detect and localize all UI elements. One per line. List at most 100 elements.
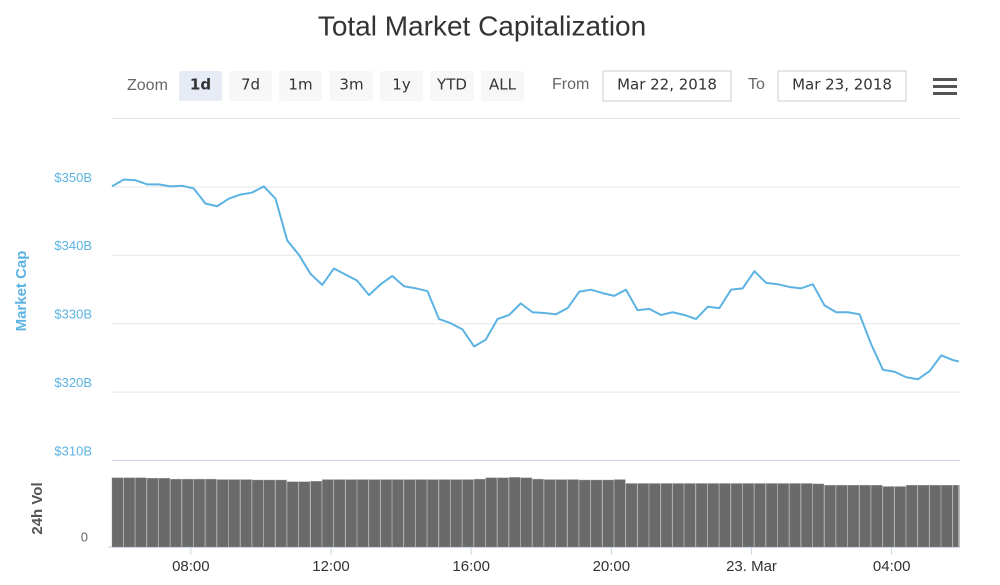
volume-bar [882,486,895,548]
volume-bar [579,479,591,548]
market-cap-line [111,178,960,381]
volume-bar [228,479,241,548]
volume-bar [438,479,451,548]
volume-bar [742,483,755,548]
volume-bar [193,478,206,548]
x-tick-label: 23. Mar [726,558,777,575]
volume-bar [263,479,276,548]
volume-bar [660,483,673,548]
volume-bar [917,485,930,548]
volume-bar [567,479,579,548]
volume-bar [135,477,147,548]
x-tick-label: 20:00 [593,558,631,575]
to-date[interactable]: Mar 23, 2018 [792,76,892,94]
chart-title: Total Market Capitalization [318,10,646,41]
volume-bar [894,486,906,548]
to-label: To [748,76,765,93]
volume-bar [602,479,614,548]
zoom-button[interactable] [229,71,272,101]
volume-bar [357,479,369,548]
y-tick-label: $330B [54,307,92,322]
volume-bar [205,478,217,548]
menu-bar [933,78,957,81]
volume-bar [287,481,299,548]
zoom-button-label[interactable]: 1m [288,76,312,94]
volume-bar [765,483,778,548]
zoom-button-label[interactable]: 7d [241,76,260,94]
y-tick-label: $350B [54,170,92,185]
volume-bar [847,485,860,548]
y-tick-label: $320B [54,375,92,390]
menu-bar [933,92,957,95]
volume-bar [216,479,229,548]
volume-bar [520,477,533,548]
x-tick-label: 04:00 [873,558,911,575]
volume-bar [462,479,474,548]
zoom-button[interactable] [179,71,222,101]
volume-bar [906,485,918,548]
volume-bar [473,478,486,548]
volume-bar [450,479,463,548]
y-axis-label: Market Cap [13,251,30,332]
volume-bar [392,479,404,548]
volume-bar [333,479,346,548]
volume-bar [415,479,427,548]
x-tick-label: 08:00 [172,558,210,575]
y2-tick-label: 0 [81,529,88,544]
menu-bar [933,85,957,88]
volume-bar [614,479,626,548]
volume-bar [380,479,392,548]
zoom-button-label[interactable]: YTD [436,76,467,94]
volume-bar [800,483,813,548]
zoom-button-label[interactable]: 3m [339,76,363,94]
zoom-button-label[interactable]: 1d [190,76,211,94]
volume-bar [532,478,544,548]
volume-bar [719,483,731,548]
zoom-button-label[interactable]: 1y [392,76,411,94]
volume-bar [322,479,334,548]
zoom-button[interactable] [380,71,423,101]
volume-bar [146,478,159,548]
volume-bar [754,483,766,548]
zoom-label: Zoom [127,77,168,94]
menu-button[interactable] [933,78,957,95]
volume-bar [403,479,416,548]
volume-bar [625,483,638,548]
volume-bar [543,479,556,548]
volume-bar [859,485,871,548]
zoom-button-label[interactable]: ALL [489,76,517,94]
volume-bar [555,479,568,548]
zoom-button[interactable] [430,71,474,101]
volume-bar [158,478,171,548]
volume-bar [695,483,708,548]
volume-bar [777,483,790,548]
from-input[interactable] [602,70,732,102]
volume-bar [929,485,941,548]
volume-bar [952,485,959,548]
volume-bar [368,479,381,548]
zoom-button[interactable] [330,71,373,101]
volume-bar [240,479,252,548]
zoom-button[interactable] [481,71,524,101]
volume-bar [251,479,264,548]
volume-bar [345,479,357,548]
volume-bar [427,479,439,548]
volume-bar [310,481,322,548]
volume-bar [508,477,521,548]
volume-bar [835,485,848,548]
to-input[interactable] [777,70,907,102]
volume-bar [684,483,696,548]
volume-bar [730,483,743,548]
volume-bar [590,479,603,548]
volume-bar [649,483,661,548]
from-date[interactable]: Mar 22, 2018 [617,76,717,94]
volume-bar [485,477,498,548]
x-tick-label: 12:00 [312,558,350,575]
volume-bar [298,481,311,548]
zoom-button[interactable] [279,71,322,101]
y-tick-label: $340B [54,238,92,253]
volume-bar [824,485,836,548]
volume-bar [707,483,719,548]
